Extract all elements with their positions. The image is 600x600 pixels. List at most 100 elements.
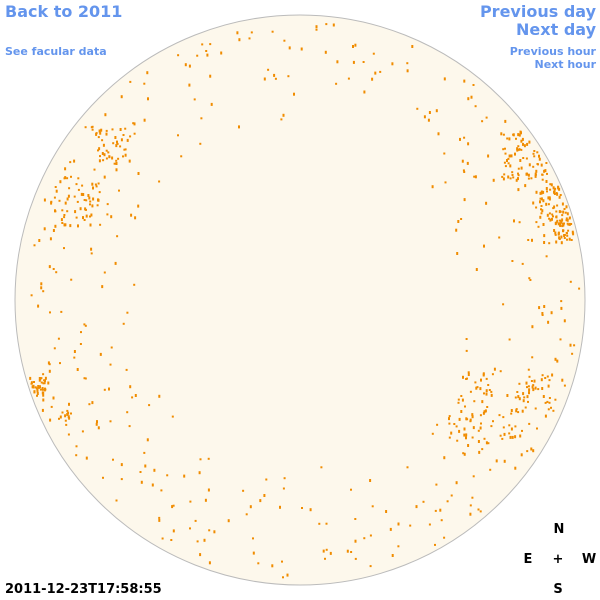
facula: [568, 217, 571, 220]
facula: [42, 382, 45, 385]
facular-link[interactable]: See facular data: [5, 45, 107, 58]
next-day-link[interactable]: Next day: [516, 20, 596, 39]
facula: [448, 422, 451, 425]
facula: [502, 416, 505, 419]
facula: [493, 367, 496, 371]
facula: [189, 500, 192, 503]
facula: [73, 350, 76, 353]
facula: [508, 432, 511, 435]
facula: [559, 338, 562, 341]
facula: [322, 549, 325, 553]
facula: [535, 221, 538, 224]
facula: [502, 426, 505, 429]
compass-west: W: [581, 552, 597, 567]
facula: [64, 414, 67, 418]
facula: [555, 240, 558, 244]
facula: [458, 429, 461, 433]
previous-day-link[interactable]: Previous day: [479, 2, 596, 21]
facula: [535, 169, 538, 173]
facula: [533, 155, 536, 158]
facula: [463, 136, 466, 139]
facula: [534, 386, 537, 390]
facula: [39, 385, 41, 389]
facula: [492, 420, 494, 423]
facula: [146, 71, 149, 75]
facula: [77, 224, 79, 228]
facula: [415, 505, 418, 509]
facula: [91, 182, 94, 186]
facula: [469, 504, 472, 507]
facula: [108, 155, 111, 159]
facula: [428, 111, 431, 114]
facula: [252, 551, 255, 555]
facula: [439, 508, 442, 512]
facula: [540, 197, 543, 201]
facula: [63, 247, 65, 250]
facula: [90, 213, 93, 217]
facula: [554, 398, 557, 401]
facula: [566, 232, 568, 235]
facula: [372, 52, 375, 55]
facula: [563, 384, 566, 387]
facula: [70, 412, 72, 415]
facula: [477, 429, 480, 432]
facula: [67, 194, 70, 198]
facula: [566, 218, 569, 222]
facula: [563, 208, 566, 210]
facula: [519, 434, 522, 438]
facula: [38, 379, 41, 382]
facula: [57, 337, 60, 340]
facula: [88, 196, 91, 200]
facula: [196, 540, 199, 543]
facula: [44, 379, 46, 383]
facula: [501, 437, 504, 440]
facula: [472, 426, 475, 430]
facula: [541, 178, 544, 181]
facula: [104, 113, 107, 117]
facula: [519, 130, 522, 134]
facula: [486, 406, 489, 408]
facula: [525, 381, 528, 385]
facula: [77, 188, 80, 191]
facula: [562, 223, 565, 227]
facula: [504, 165, 507, 168]
facula: [126, 138, 129, 142]
facula: [443, 536, 446, 539]
facula: [471, 436, 474, 439]
compass-east: E: [523, 552, 533, 567]
facula: [97, 149, 99, 152]
facula: [363, 537, 366, 540]
facula: [520, 139, 523, 143]
facula: [66, 210, 69, 213]
facula: [423, 115, 426, 119]
facula: [517, 133, 520, 137]
facula: [530, 447, 533, 451]
facula: [556, 359, 559, 363]
facula: [38, 377, 41, 380]
facula: [59, 180, 62, 184]
back-link[interactable]: Back to 2011: [5, 2, 123, 21]
facula: [455, 481, 458, 485]
facula: [103, 175, 106, 179]
facula: [473, 400, 476, 403]
facula: [526, 450, 529, 453]
facula: [68, 187, 71, 190]
facula: [563, 234, 566, 236]
facula: [507, 175, 510, 179]
facula: [552, 186, 555, 190]
facula: [478, 450, 481, 454]
facula: [286, 573, 289, 577]
facula: [566, 212, 569, 216]
facula: [511, 260, 514, 262]
facula: [516, 149, 519, 152]
previous-hour-link[interactable]: Previous hour: [509, 45, 596, 58]
facula: [509, 177, 512, 180]
facula: [133, 122, 136, 126]
next-hour-link[interactable]: Next hour: [534, 58, 597, 71]
facula: [548, 242, 551, 245]
facula: [83, 323, 86, 326]
facula: [199, 142, 202, 145]
facula: [514, 425, 517, 428]
compass-south: S: [553, 582, 563, 597]
facula: [369, 565, 372, 568]
